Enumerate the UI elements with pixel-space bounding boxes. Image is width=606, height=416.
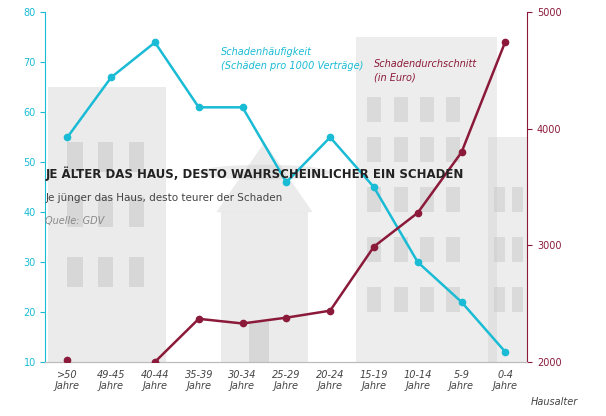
FancyBboxPatch shape (494, 287, 505, 312)
FancyBboxPatch shape (494, 187, 505, 212)
FancyBboxPatch shape (394, 237, 408, 262)
FancyBboxPatch shape (420, 187, 434, 212)
FancyBboxPatch shape (128, 197, 144, 227)
FancyBboxPatch shape (394, 287, 408, 312)
FancyBboxPatch shape (67, 142, 82, 172)
Circle shape (199, 165, 330, 180)
FancyBboxPatch shape (356, 37, 496, 362)
FancyBboxPatch shape (420, 97, 434, 122)
Text: JE ÄLTER DAS HAUS, DESTO WAHRSCHEINLICHER EIN SCHADEN: JE ÄLTER DAS HAUS, DESTO WAHRSCHEINLICHE… (45, 166, 464, 181)
FancyBboxPatch shape (67, 197, 82, 227)
FancyBboxPatch shape (394, 97, 408, 122)
FancyBboxPatch shape (367, 287, 381, 312)
FancyBboxPatch shape (446, 187, 460, 212)
FancyBboxPatch shape (420, 237, 434, 262)
FancyBboxPatch shape (367, 97, 381, 122)
FancyBboxPatch shape (446, 237, 460, 262)
FancyBboxPatch shape (446, 137, 460, 162)
Text: Je jünger das Haus, desto teurer der Schaden: Je jünger das Haus, desto teurer der Sch… (45, 193, 283, 203)
FancyBboxPatch shape (512, 237, 523, 262)
FancyBboxPatch shape (512, 287, 523, 312)
FancyBboxPatch shape (128, 142, 144, 172)
FancyBboxPatch shape (367, 187, 381, 212)
FancyBboxPatch shape (512, 187, 523, 212)
FancyBboxPatch shape (420, 137, 434, 162)
FancyBboxPatch shape (48, 87, 166, 362)
FancyBboxPatch shape (98, 197, 113, 227)
FancyBboxPatch shape (367, 137, 381, 162)
Text: Schadenhäufigkeit
(Schäden pro 1000 Verträge): Schadenhäufigkeit (Schäden pro 1000 Vert… (221, 47, 363, 71)
FancyBboxPatch shape (367, 237, 381, 262)
FancyBboxPatch shape (494, 237, 505, 262)
Text: Hausalter: Hausalter (530, 397, 578, 407)
Text: Schadendurchschnitt
(in Euro): Schadendurchschnitt (in Euro) (374, 59, 477, 82)
FancyBboxPatch shape (221, 212, 308, 362)
FancyBboxPatch shape (128, 257, 144, 287)
FancyBboxPatch shape (420, 287, 434, 312)
FancyBboxPatch shape (488, 137, 541, 362)
FancyBboxPatch shape (249, 322, 269, 362)
Polygon shape (216, 142, 313, 212)
FancyBboxPatch shape (98, 142, 113, 172)
Text: Quelle: GDV: Quelle: GDV (45, 216, 105, 226)
FancyBboxPatch shape (98, 257, 113, 287)
FancyBboxPatch shape (67, 257, 82, 287)
FancyBboxPatch shape (394, 187, 408, 212)
FancyBboxPatch shape (394, 137, 408, 162)
FancyBboxPatch shape (446, 97, 460, 122)
FancyBboxPatch shape (446, 287, 460, 312)
